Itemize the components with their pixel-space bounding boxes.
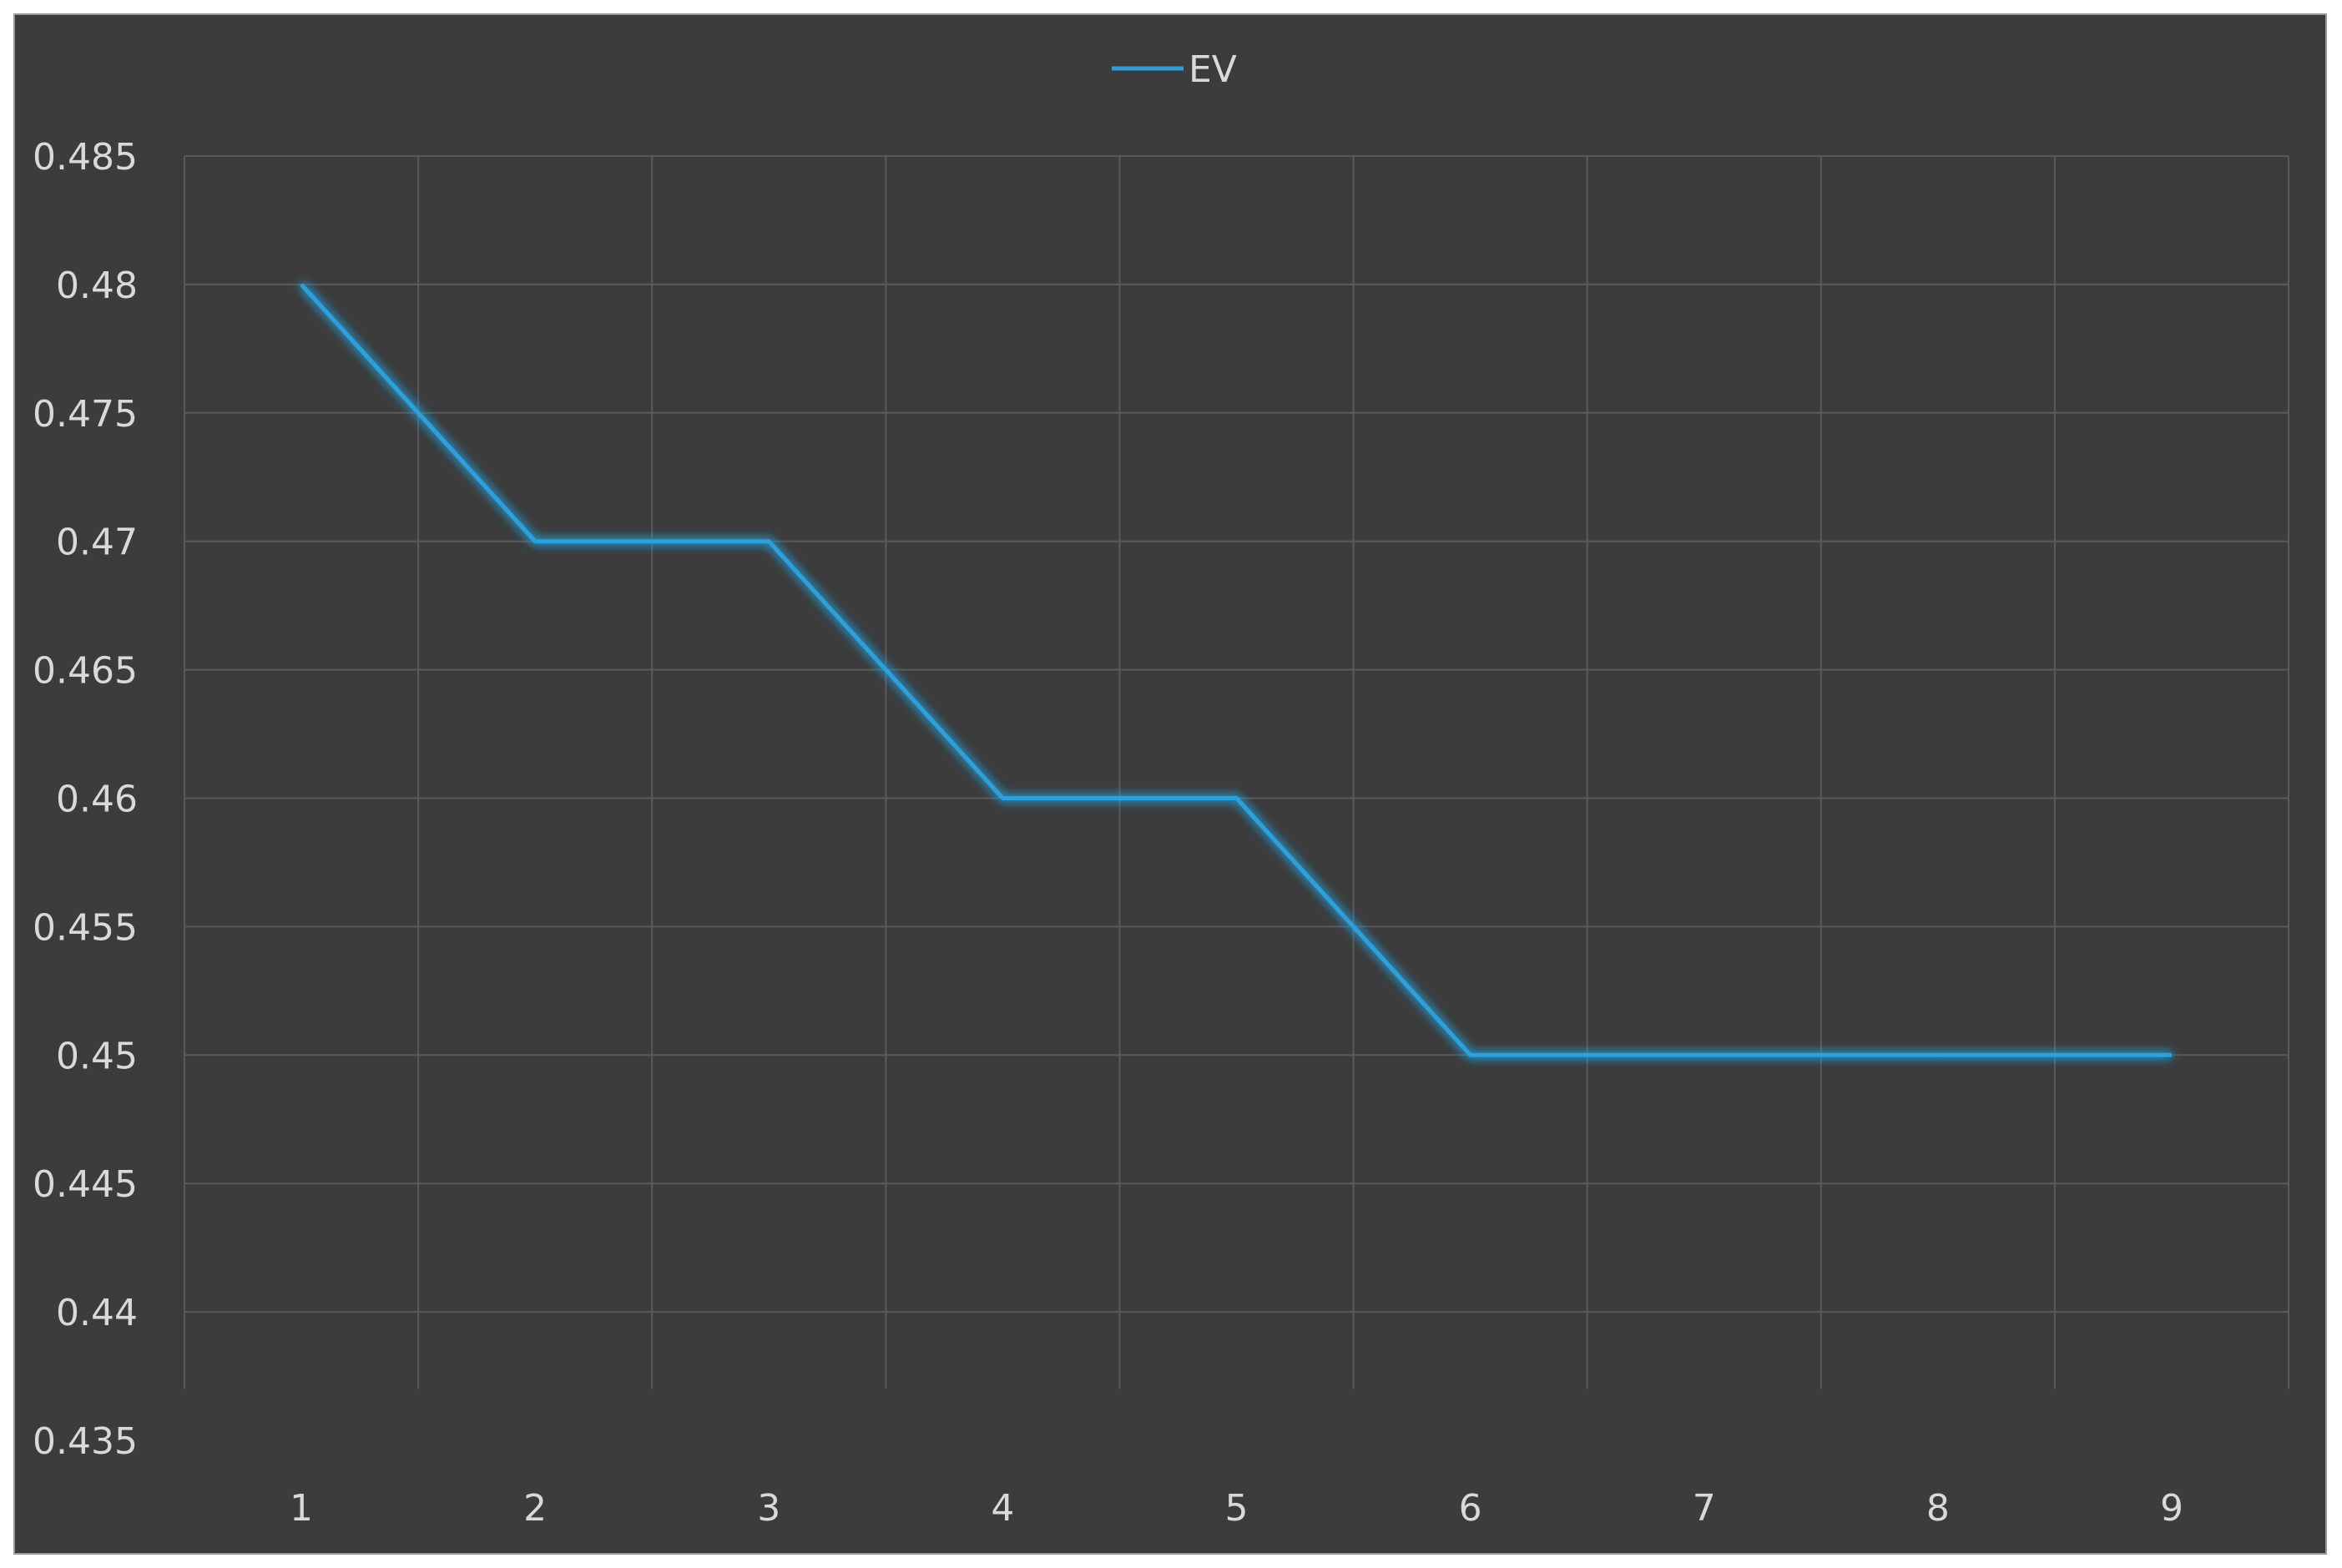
- data-point: [2171, 1054, 2173, 1056]
- y-tick-label: 0.46: [56, 779, 138, 821]
- data-point: [1002, 798, 1003, 799]
- x-tick-label: 2: [523, 1487, 547, 1530]
- x-tick-label: 7: [1693, 1487, 1716, 1530]
- legend-label-ev: EV: [1189, 48, 1237, 91]
- data-point: [300, 284, 302, 285]
- chart-frame: [13, 13, 2327, 1555]
- y-tick-label: 0.465: [33, 650, 138, 693]
- x-tick-label: 3: [757, 1487, 780, 1530]
- series-layer: [300, 283, 2173, 1057]
- legend: EV: [1112, 48, 1237, 91]
- data-point: [1937, 1054, 1939, 1056]
- data-point: [534, 541, 536, 542]
- y-tick-label: 0.445: [33, 1163, 138, 1206]
- y-tick-label: 0.455: [33, 906, 138, 949]
- y-axis-tick-labels: 0.435 0.44 0.445 0.45 0.455 0.46 0.465 0.47 0.47…: [33, 136, 138, 1463]
- x-tick-label: 8: [1926, 1487, 1950, 1530]
- y-tick-label: 0.44: [56, 1292, 138, 1334]
- y-tick-label: 0.45: [56, 1035, 138, 1077]
- x-tick-label: 9: [2160, 1487, 2183, 1530]
- y-tick-label: 0.48: [56, 265, 138, 307]
- y-tick-label: 0.435: [33, 1420, 138, 1463]
- grid: [184, 155, 2289, 1389]
- x-tick-label: 1: [290, 1487, 313, 1530]
- x-axis-tick-labels: 1 2 3 4 5 6 7 8 9: [290, 1487, 2183, 1530]
- y-tick-label: 0.475: [33, 393, 138, 436]
- data-point: [1470, 1054, 1471, 1056]
- x-tick-label: 4: [991, 1487, 1014, 1530]
- x-tick-label: 6: [1459, 1487, 1482, 1530]
- data-point: [768, 541, 770, 542]
- y-tick-label: 0.47: [56, 522, 138, 564]
- data-point: [1236, 798, 1237, 799]
- y-tick-label: 0.485: [33, 136, 138, 179]
- x-tick-label: 5: [1225, 1487, 1249, 1530]
